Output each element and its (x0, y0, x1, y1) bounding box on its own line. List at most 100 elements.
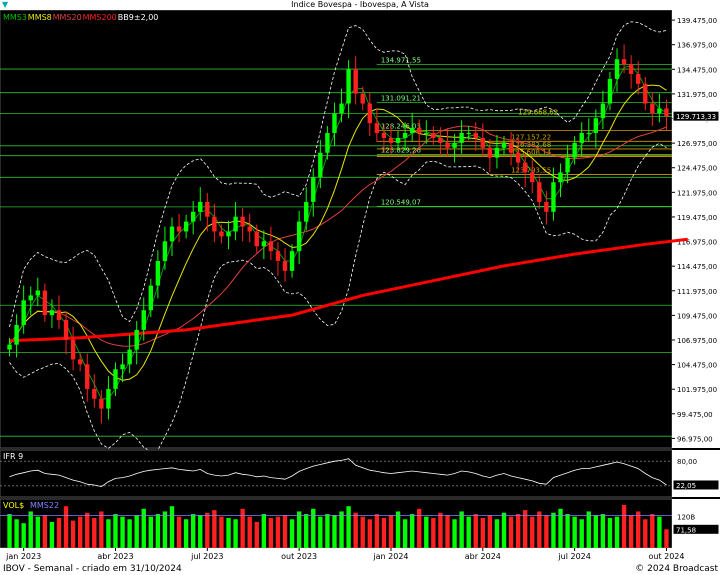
candle-body (558, 172, 563, 183)
volume-bar (544, 515, 549, 548)
y-tick-label: 116.975,00 (677, 239, 717, 247)
volume-bar (353, 512, 358, 548)
candle-body (49, 310, 55, 316)
volume-bar (99, 511, 104, 548)
volume-axis-bg (672, 499, 720, 548)
candle-body (212, 216, 217, 232)
candle-body (537, 182, 542, 202)
mms8-line (9, 84, 667, 381)
volume-bar (515, 514, 521, 548)
mms20-line (9, 125, 667, 347)
volume-bar (600, 514, 606, 548)
fibo-level-label: 131.091,21 (381, 95, 421, 103)
candle-body (162, 241, 168, 261)
volume-bar (381, 517, 387, 548)
mms200-line (9, 237, 688, 343)
volume-bar (607, 517, 613, 548)
candle-body (176, 226, 182, 232)
footer-right: © 2024 Broadcast (635, 564, 718, 574)
volume-bar (247, 516, 252, 548)
volume-bar (452, 519, 457, 548)
volume-bar (70, 520, 76, 548)
volume-bar (551, 512, 556, 548)
y-tick-label: 109.475,00 (677, 312, 717, 320)
candle-body (56, 310, 62, 321)
volume-bar (261, 514, 267, 548)
legend-bb9200: BB9±2,00 (118, 13, 159, 22)
candle-body (35, 290, 40, 296)
candle-body (282, 260, 288, 271)
x-tick-label: jan 2024 (372, 552, 408, 561)
candle-body (650, 103, 655, 114)
app-menu-icon[interactable]: ▼ (2, 0, 9, 9)
candle-body (247, 226, 252, 232)
volume-bar (219, 516, 224, 548)
candle-body (134, 329, 139, 350)
volume-bar (212, 510, 217, 548)
candle-body (431, 133, 436, 138)
candle-body (155, 260, 161, 286)
volume-bar (417, 508, 422, 548)
candle-body (551, 182, 556, 212)
volume-bar (141, 508, 146, 548)
volume-bar (402, 519, 408, 548)
candle-body (402, 133, 408, 138)
volume-bar (459, 511, 464, 548)
candle-body (70, 339, 76, 360)
volume-bar (487, 515, 493, 548)
candle-body (113, 369, 118, 389)
candle-body (395, 137, 401, 143)
volume-bar (643, 519, 648, 548)
volume-bar (621, 504, 627, 548)
candle-body (664, 108, 669, 117)
volume-bar (586, 511, 591, 548)
candle-body (657, 108, 662, 114)
candle-body (494, 147, 500, 158)
candle-body (198, 201, 203, 212)
x-tick-label: jan 2023 (5, 552, 41, 561)
legend-mms20: MMS20 (53, 13, 82, 22)
candle-body (452, 142, 457, 148)
ifr-line (9, 458, 667, 488)
volume-bar (537, 511, 542, 548)
y-tick-label: 131.975,00 (677, 91, 717, 99)
volume-bar (92, 517, 97, 548)
candle-body (169, 226, 175, 242)
volume-bar (176, 516, 182, 548)
volume-bar (113, 514, 118, 548)
candle-body (311, 177, 316, 202)
candle-body (318, 152, 323, 178)
volume-bar (226, 517, 231, 548)
volume-bar (367, 519, 372, 548)
volume-bar (42, 515, 48, 548)
candle-body (487, 147, 493, 158)
volume-bar (332, 515, 337, 548)
price-panel: 139.475,00 136.975,00 134.475,00 131.975,00… (0, 9, 720, 453)
candle-body (381, 133, 387, 138)
volume-bar (558, 508, 563, 548)
ifr-last-box (672, 479, 720, 491)
volume-bar (35, 516, 40, 548)
x-axis-bg (0, 548, 720, 563)
volume-bar (296, 511, 302, 548)
volume-bar (282, 515, 288, 548)
x-tick-label: jul 2024 (557, 552, 590, 561)
y-tick-label: 96.975,00 (677, 435, 713, 443)
volume-bar (233, 519, 238, 548)
footer-left: IBOV - Semanal - criado em 31/10/2024 (3, 564, 182, 574)
candle-body (388, 137, 394, 143)
volume-bar (28, 511, 33, 548)
legend-mms3: MMS3 (3, 13, 27, 22)
y-tick-label: 121.975,00 (677, 189, 717, 197)
y-tick-label: 139.475,00 (677, 17, 717, 25)
candle-body (508, 142, 514, 153)
bb-lower-line (9, 142, 667, 453)
volume-bar (473, 514, 478, 548)
candle-body (296, 221, 302, 252)
candle-body (268, 241, 274, 252)
candle-body (339, 103, 344, 114)
y-tick-label: 101.975,00 (677, 386, 717, 394)
volume-bar (14, 519, 19, 548)
volume-last-box (672, 523, 720, 535)
